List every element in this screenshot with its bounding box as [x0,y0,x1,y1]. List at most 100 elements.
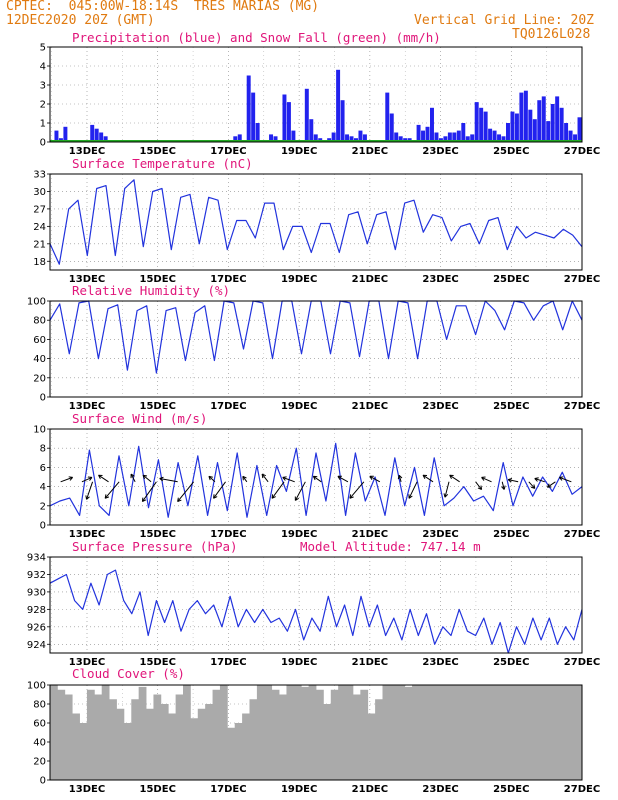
temp-xtick-label: 23DEC [422,274,458,285]
wind-arrow-head [141,497,147,503]
temp-xtick-label: 27DEC [564,274,600,285]
cloud-bar [123,723,132,780]
precip-bar [416,124,421,142]
cloud-bar [434,685,443,780]
wind-arrow-head [369,475,374,480]
cloud-bar [360,689,369,780]
precip-bar [331,132,336,142]
wind-arrow [208,475,216,483]
precip-bar [519,92,524,142]
cloud-bar [478,685,487,780]
cloud-xtick-label: 25DEC [493,784,529,795]
rh-title: Relative Humidity (%) [72,283,231,298]
wind-arrow [141,481,157,502]
cloud-bar [545,685,553,780]
precip-xtick-label: 15DEC [140,146,176,157]
cloud-bar [138,686,147,780]
wind-arrow-head [534,477,539,482]
precip-bar [443,136,448,142]
wind-arrow-head [546,483,552,488]
cloud-bar [404,686,413,780]
pressure-xtick-label: 17DEC [210,657,246,668]
cloud-ytick-label: 100 [27,681,46,692]
wind-arrow [159,478,178,483]
wind-arrow [475,481,482,490]
pressure-ytick-label: 928 [27,605,46,616]
pressure-altitude: Model Altitude: 747.14 m [300,539,481,554]
cloud-xtick-label: 17DEC [210,784,246,795]
wind-xtick-label: 27DEC [564,529,600,540]
cloud-bar [212,689,221,780]
cloud-bar [323,704,332,780]
precip-xtick-label: 27DEC [564,146,600,157]
precip-xtick-label: 13DEC [69,146,105,157]
precip-bar [452,132,457,142]
precip-bar [349,136,354,142]
rh-ytick-label: 100 [27,297,46,308]
wind-arrow [130,473,136,483]
cloud-bar [219,685,228,780]
precip-bar [537,100,542,142]
wind-arrow-head [104,494,110,499]
precip-bar [541,96,546,142]
precip-bar [63,126,68,142]
cloud-bar [57,689,66,780]
cloud-bar [264,685,273,780]
precip-bar [340,100,345,142]
cloud-bar [500,685,509,780]
cloud-bar [50,685,58,780]
precip-bar [497,134,502,142]
precip-bar [291,130,296,142]
wind-arrow-head [312,475,318,481]
precip-bar [425,126,430,142]
wind-arrow [481,476,492,483]
precip-bar [358,130,363,142]
cloud-bar [64,694,73,780]
precip-bar [103,136,108,142]
precip-bar [246,75,251,142]
wind-arrow [422,474,434,483]
precip-bar [528,109,533,142]
cloud-xtick-label: 15DEC [140,784,176,795]
cloud-bar [559,685,568,780]
wind-arrow-head [213,494,218,499]
wind-xtick-label: 13DEC [69,529,105,540]
cloud-bar [382,685,391,780]
wind-ytick-label: 8 [40,444,46,455]
cloud-bar [419,685,428,780]
precip-bar [577,117,582,142]
precip-ytick-label: 3 [40,81,46,92]
temp-ytick-label: 27 [33,204,46,215]
cloud-bar [168,713,177,780]
precip-bar [430,107,434,142]
wind-arrow [104,481,120,499]
wind-arrow [369,475,381,483]
cloud-ytick-label: 40 [33,738,46,749]
cloud-bar [449,685,457,780]
precip-frame [49,46,583,143]
cloud-bar [308,685,317,780]
precip-bar [573,134,578,142]
precip-bar [501,136,506,142]
wind-arrow-head [159,476,164,482]
cloud-ytick-label: 60 [33,719,46,730]
wind-arrow [142,474,152,483]
wind-arrow [337,475,349,483]
precip-ytick-label: 2 [40,100,46,111]
temp-xtick-label: 17DEC [210,274,246,285]
precip-bar [233,136,238,142]
wind-arrow-head [68,476,74,481]
header-date: 12DEC2020 20Z (GMT) [6,13,155,28]
precip-bar [394,132,399,142]
cloud-bar [463,685,472,780]
precip-ytick-label: 5 [40,43,46,54]
cloud-bar [72,713,80,780]
pressure-panel: 924 926 928 930 932 934 13DEC 15DEC 17DEC 19DEC 21… [27,553,600,669]
cloud-title: Cloud Cover (%) [72,666,185,681]
wind-arrow [408,481,418,499]
precip-xtick-label: 21DEC [352,146,388,157]
cloud-bar [574,685,583,780]
precip-bar [523,90,528,142]
rh-xtick-label: 15DEC [140,401,176,412]
wind-arrow-head [507,478,513,483]
